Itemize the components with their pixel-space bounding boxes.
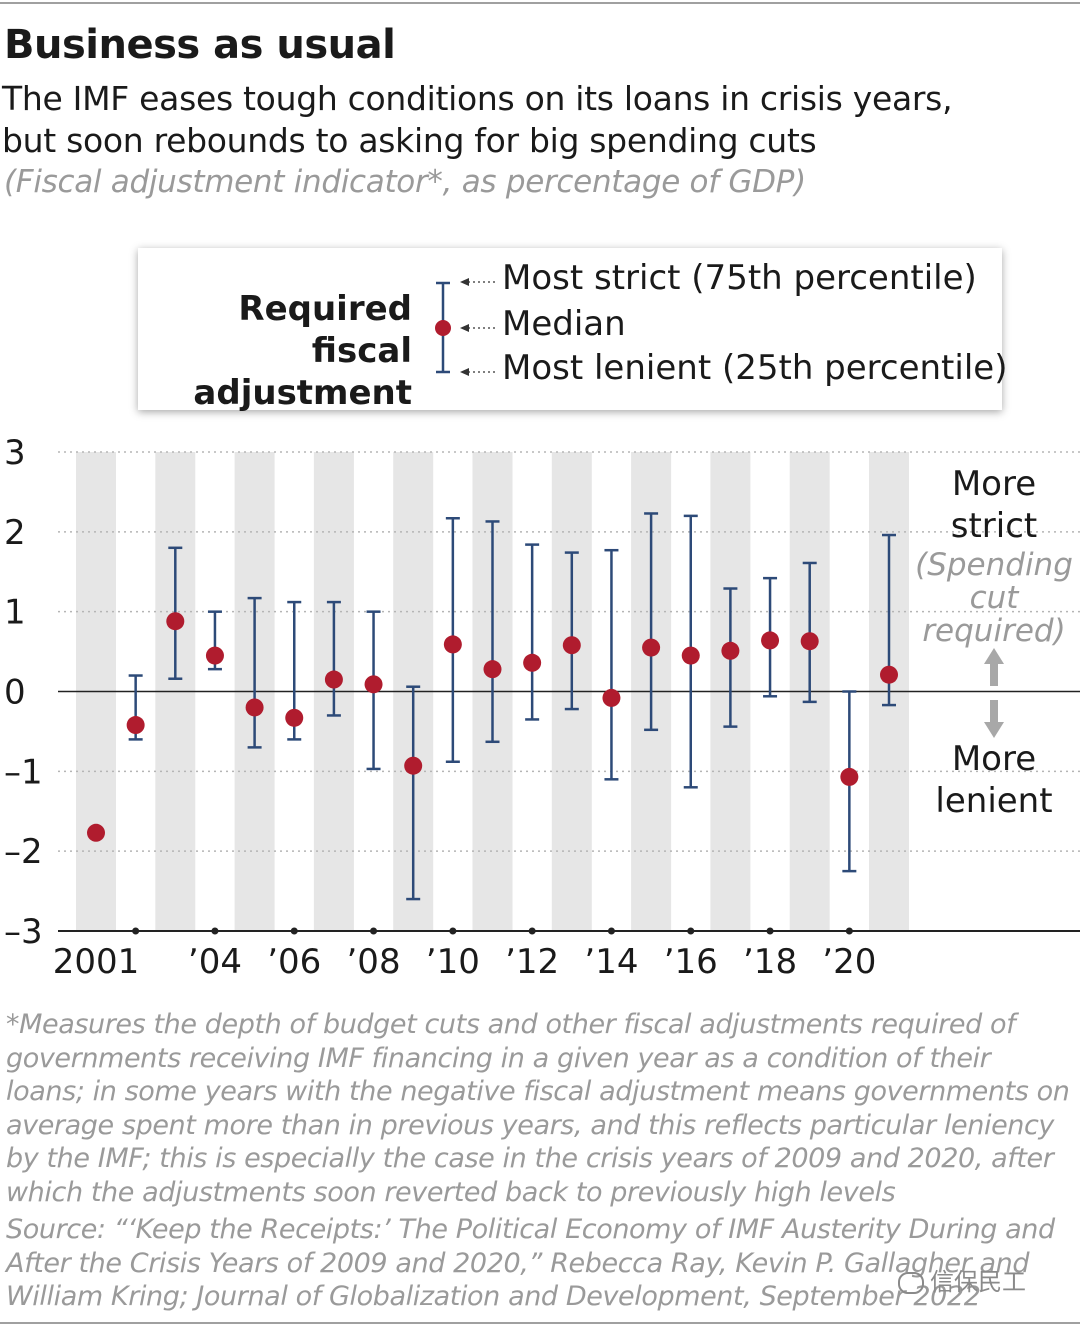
up-arrow-icon bbox=[984, 648, 1004, 686]
x-tick-label: ’06 bbox=[267, 942, 321, 982]
median-dot bbox=[205, 646, 224, 665]
median-dot bbox=[523, 653, 542, 672]
x-tick-mark bbox=[766, 927, 774, 935]
down-arrow-icon bbox=[984, 700, 1004, 738]
chart-title: Business as usual bbox=[4, 22, 396, 68]
watermark: 信保民工 bbox=[898, 1262, 1026, 1297]
y-tick-label: –3 bbox=[4, 912, 43, 952]
legend-arrowhead-bottom bbox=[460, 368, 469, 376]
x-tick-label: ’18 bbox=[743, 942, 797, 982]
y-tick-label: 2 bbox=[4, 513, 26, 553]
annotation-spending-cut: cut bbox=[970, 580, 1021, 616]
watermark-text: 信保民工 bbox=[930, 1268, 1026, 1296]
median-dot bbox=[642, 638, 661, 657]
x-tick-mark bbox=[211, 927, 219, 935]
x-tick-label: ’12 bbox=[505, 942, 559, 982]
bottom-rule bbox=[0, 1322, 1080, 1324]
annotation-more-strict: More bbox=[952, 464, 1036, 504]
x-tick-mark bbox=[449, 927, 457, 935]
annotation-spending-cut: (Spending bbox=[915, 547, 1073, 583]
legend-title-line-2: adjustment bbox=[193, 373, 412, 413]
x-tick-label: ’16 bbox=[664, 942, 718, 982]
x-tick-mark bbox=[687, 927, 695, 935]
y-tick-label: –2 bbox=[4, 832, 43, 872]
x-tick-label: ’20 bbox=[822, 942, 876, 982]
x-tick-label: ’14 bbox=[584, 942, 638, 982]
median-dot bbox=[324, 670, 343, 689]
legend-arrowhead-mid bbox=[460, 324, 469, 332]
annotation-more-lenient: More bbox=[952, 739, 1036, 779]
legend-arrowhead-top bbox=[460, 278, 469, 286]
median-dot bbox=[443, 635, 462, 654]
subtitle-line-2: but soon rebounds to asking for big spen… bbox=[2, 121, 817, 160]
legend-title-line-1: Required fiscal bbox=[238, 289, 412, 371]
legend-median-label: Median bbox=[502, 304, 626, 344]
chart-subtitle: The IMF eases tough conditions on its lo… bbox=[2, 78, 953, 162]
median-dot bbox=[602, 688, 621, 707]
median-dot bbox=[483, 660, 502, 679]
x-tick-label: ’04 bbox=[188, 942, 242, 982]
median-dot bbox=[166, 612, 185, 631]
x-tick-label: ’10 bbox=[426, 942, 480, 982]
x-tick-mark bbox=[370, 927, 378, 935]
median-dot bbox=[126, 716, 145, 735]
annotation-spending-cut: required) bbox=[922, 613, 1065, 649]
legend-median-dot bbox=[435, 320, 451, 336]
legend-key-graphic bbox=[435, 278, 496, 376]
annotation-more-strict: strict bbox=[951, 506, 1038, 546]
median-dot bbox=[562, 636, 581, 655]
source-note: Source: “‘Keep the Receipts:’ The Politi… bbox=[6, 1214, 1055, 1312]
median-dot bbox=[840, 767, 859, 786]
median-dot bbox=[364, 675, 383, 694]
legend: Required fiscal adjustment Most strict (… bbox=[138, 248, 1007, 413]
legend-title: Required fiscal adjustment bbox=[138, 288, 412, 414]
median-dot bbox=[285, 708, 304, 727]
median-dot bbox=[87, 823, 105, 842]
x-tick-mark bbox=[290, 927, 298, 935]
median-dot bbox=[681, 646, 700, 665]
y-tick-label: –1 bbox=[4, 752, 43, 792]
median-dot bbox=[800, 632, 819, 651]
median-dot bbox=[245, 698, 264, 717]
wechat-icon bbox=[898, 1272, 924, 1294]
x-tick-label: 2001 bbox=[53, 942, 140, 982]
x-tick-mark bbox=[132, 927, 140, 935]
y-tick-label: 1 bbox=[4, 593, 26, 633]
x-tick-label: ’08 bbox=[347, 942, 401, 982]
y-tick-label: 3 bbox=[4, 433, 26, 473]
legend-strict-label: Most strict (75th percentile) bbox=[502, 258, 977, 298]
top-rule bbox=[0, 2, 1080, 4]
subtitle-line-1: The IMF eases tough conditions on its lo… bbox=[2, 79, 953, 118]
footnote: *Measures the depth of budget cuts and o… bbox=[6, 1009, 1070, 1208]
annotation-more-lenient: lenient bbox=[935, 781, 1052, 821]
median-dot bbox=[761, 631, 780, 650]
y-tick-label: 0 bbox=[4, 673, 26, 713]
x-tick-mark bbox=[607, 927, 615, 935]
median-dot bbox=[721, 641, 740, 660]
median-dot bbox=[880, 665, 898, 684]
legend-lenient-label: Most lenient (25th percentile) bbox=[502, 348, 1008, 388]
median-dot bbox=[404, 756, 423, 775]
x-tick-mark bbox=[528, 927, 536, 935]
unit-note: (Fiscal adjustment indicator*, as percen… bbox=[4, 164, 806, 200]
x-tick-mark bbox=[845, 927, 853, 935]
